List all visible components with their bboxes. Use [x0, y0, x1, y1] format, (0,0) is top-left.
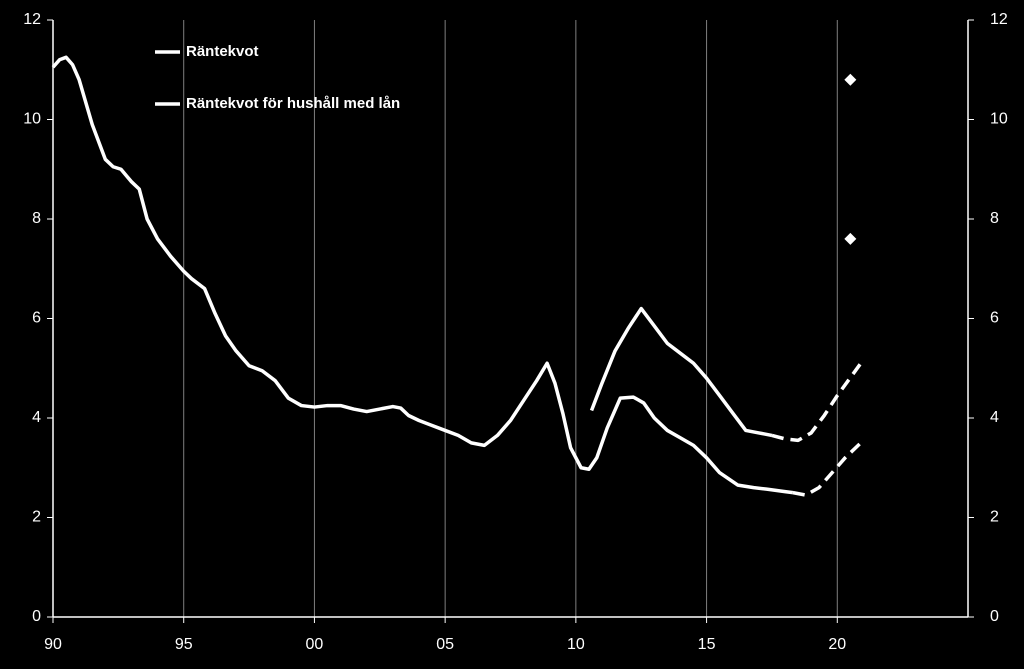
y2-tick-label: 2 — [990, 509, 999, 526]
series-line — [792, 441, 863, 497]
diamond-marker — [844, 73, 857, 86]
series-line — [589, 306, 773, 438]
y-tick-label: 4 — [32, 409, 41, 426]
series-line — [771, 362, 863, 443]
x-tick-label: 90 — [44, 636, 62, 653]
y-tick-label: 0 — [32, 608, 41, 625]
legend-label: Räntekvot för hushåll med lån — [186, 95, 400, 112]
y2-tick-label: 6 — [990, 310, 999, 327]
y2-tick-label: 10 — [990, 111, 1008, 128]
x-tick-label: 05 — [436, 636, 454, 653]
y-tick-label: 12 — [23, 11, 41, 28]
y2-tick-label: 4 — [990, 409, 999, 426]
x-tick-label: 15 — [698, 636, 716, 653]
x-tick-label: 20 — [828, 636, 846, 653]
series-line — [51, 55, 794, 495]
y-tick-label: 8 — [32, 210, 41, 227]
y2-tick-label: 12 — [990, 11, 1008, 28]
x-tick-label: 00 — [306, 636, 324, 653]
y2-tick-label: 0 — [990, 608, 999, 625]
y2-tick-label: 8 — [990, 210, 999, 227]
x-tick-label: 95 — [175, 636, 193, 653]
y-tick-label: 10 — [23, 111, 41, 128]
y-tick-label: 2 — [32, 509, 41, 526]
legend-label: Räntekvot — [186, 43, 259, 60]
y-tick-label: 6 — [32, 310, 41, 327]
x-tick-label: 10 — [567, 636, 585, 653]
diamond-marker — [844, 232, 857, 245]
